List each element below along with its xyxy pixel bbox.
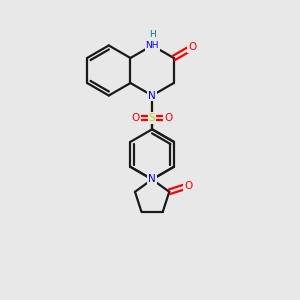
Text: NH: NH	[146, 41, 159, 50]
Text: H: H	[149, 30, 155, 39]
Text: O: O	[164, 113, 172, 123]
Text: S: S	[149, 113, 155, 123]
Text: O: O	[132, 113, 140, 123]
Text: N: N	[148, 91, 156, 100]
Text: O: O	[184, 181, 192, 190]
Text: N: N	[148, 174, 156, 184]
Text: N: N	[148, 174, 156, 184]
Text: O: O	[188, 42, 196, 52]
